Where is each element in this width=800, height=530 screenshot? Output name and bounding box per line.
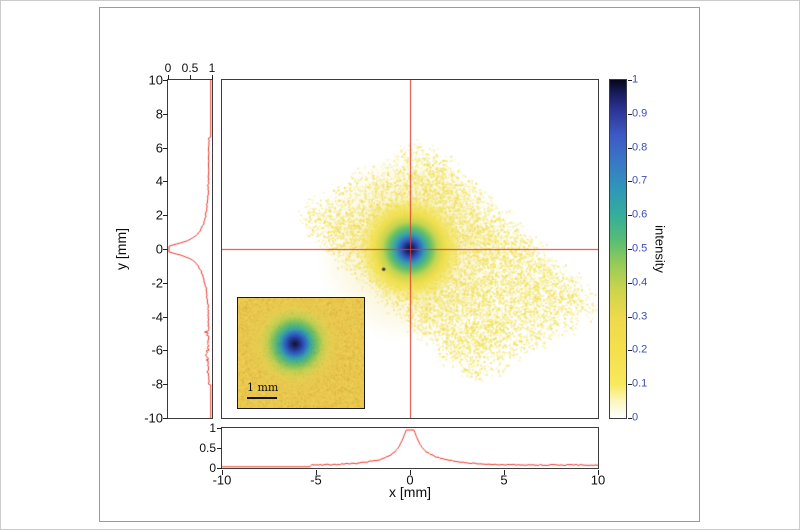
yprofile-axis-tick-label: 1: [208, 61, 216, 75]
tick-mark: [628, 418, 632, 419]
inset-zoom: 1 mm: [237, 297, 365, 409]
tick-mark: [163, 80, 168, 81]
inset-scalebar-line: [247, 397, 277, 399]
y-axis-title: y [mm]: [113, 228, 129, 270]
colorbar-tick-label: 0.8: [632, 141, 648, 154]
y-tick-label: 4: [155, 173, 163, 189]
y-tick-label: -2: [151, 275, 163, 291]
colorbar-tick-label: 0.7: [632, 174, 648, 187]
xprofile-axis-tick-label: 0.5: [199, 441, 216, 455]
tick-mark: [410, 470, 411, 475]
xprofile-axis-tick-label: 0: [209, 461, 216, 475]
tick-mark: [163, 316, 168, 318]
colorbar-tick-label: 0.4: [632, 276, 648, 289]
y-profile-plot: [167, 79, 213, 419]
tick-mark: [628, 181, 632, 183]
x-axis-title: x [mm]: [389, 484, 431, 500]
tick-mark: [163, 418, 168, 419]
inset-scalebar-label: 1 mm: [247, 381, 279, 394]
tick-mark: [163, 181, 168, 183]
tick-mark: [217, 468, 222, 469]
tick-mark: [163, 350, 168, 352]
tick-mark: [222, 470, 223, 475]
x-tick-label: -10: [212, 472, 232, 488]
colorbar-tick-label: 0.2: [632, 343, 648, 356]
tick-mark: [628, 147, 632, 149]
tick-mark: [168, 75, 169, 80]
tick-mark: [628, 282, 632, 284]
colorbar-tick-label: 0: [632, 411, 639, 424]
y-tick-label: 6: [155, 140, 163, 156]
yprofile-axis-tick-label: 0.5: [181, 61, 199, 75]
figure-frame: [99, 7, 700, 522]
tick-mark: [217, 448, 222, 449]
tick-mark: [217, 428, 222, 429]
colorbar-title: intensity: [652, 225, 668, 273]
tick-mark: [316, 470, 317, 475]
y-tick-label: 10: [148, 72, 163, 88]
inset-image: [238, 298, 364, 408]
tick-mark: [598, 470, 599, 475]
tick-mark: [190, 75, 191, 80]
tick-mark: [628, 384, 632, 386]
y-tick-label: -8: [151, 376, 163, 392]
tick-mark: [163, 147, 168, 149]
x-profile-plot: [221, 427, 599, 469]
tick-mark: [628, 113, 632, 115]
y-tick-label: 8: [155, 106, 163, 122]
tick-mark: [163, 384, 168, 386]
y-tick-label: 0: [155, 241, 163, 257]
y-tick-label: 2: [155, 207, 163, 223]
y-tick-label: -10: [144, 410, 163, 426]
tick-mark: [628, 350, 632, 352]
tick-mark: [212, 75, 213, 80]
colorbar: [609, 79, 627, 419]
x-tick-label: 10: [590, 472, 606, 488]
colorbar-tick-label: 0.3: [632, 310, 648, 323]
xprofile-axis-tick-label: 1: [209, 421, 216, 435]
tick-mark: [628, 215, 632, 217]
tick-mark: [504, 470, 505, 475]
x-tick-label: -5: [310, 472, 322, 488]
tick-mark: [163, 113, 168, 115]
colorbar-tick-label: 0.5: [632, 242, 648, 255]
tick-mark: [628, 80, 632, 81]
y-tick-label: -4: [151, 309, 163, 325]
tick-mark: [163, 215, 168, 217]
colorbar-tick-label: 0.1: [632, 377, 648, 390]
tick-mark: [163, 282, 168, 284]
tick-mark: [628, 249, 632, 250]
colorbar-tick-label: 0.6: [632, 208, 648, 221]
tick-mark: [628, 316, 632, 318]
yprofile-axis-tick-label: 0: [164, 61, 172, 75]
colorbar-tick-label: 1: [632, 73, 639, 86]
x-tick-label: 5: [500, 472, 508, 488]
x-tick-label: 0: [406, 472, 414, 488]
colorbar-tick-label: 0.9: [632, 107, 648, 120]
y-tick-label: -6: [151, 342, 163, 358]
tick-mark: [163, 249, 168, 250]
